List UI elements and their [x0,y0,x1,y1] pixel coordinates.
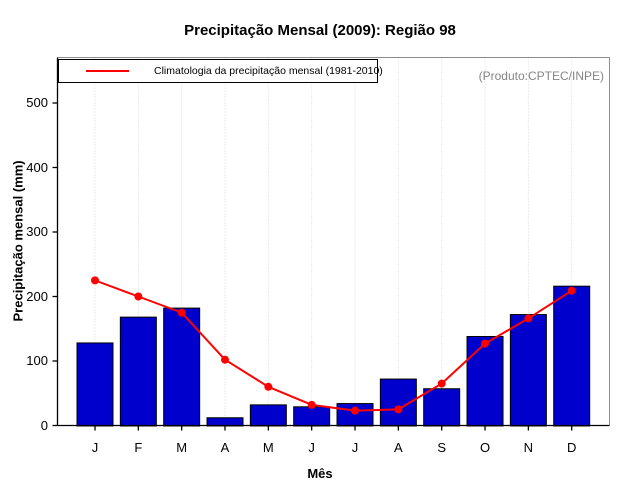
x-axis-title: Mês [307,466,333,481]
bar-month-j5 [293,406,331,427]
climatology-point [437,379,446,388]
x-tick-label: D [566,440,577,455]
x-tick-label: S [437,440,447,455]
x-tick-label: J [308,440,315,455]
y-tick-label: 300 [26,224,48,239]
y-tick-label: 0 [40,417,48,433]
x-tick-label: F [134,440,143,455]
legend-label: Climatologia da precipitação mensal (198… [154,65,383,77]
climatology-point [481,339,490,348]
legend: Climatologia da precipitação mensal (198… [58,59,383,83]
climatology-point [351,406,360,415]
climatology-point [394,405,403,414]
x-tick-label: A [220,440,230,455]
x-tick-label: M [176,440,188,455]
x-tick-label: M [262,440,274,455]
x-tick-label: J [351,440,359,455]
product-note: (Produto:CPTEC/INPE) [478,69,604,83]
legend-line-swatch [86,70,129,72]
x-tick-label: J [91,440,99,455]
climatology-line [94,279,573,412]
bar-month-d11 [553,285,591,427]
climatology-point [221,355,230,364]
y-tick-label: 500 [26,95,48,110]
climatology-point [307,400,316,409]
climatology-point [134,292,143,301]
chart-title: Precipitação Mensal (2009): Região 98 [184,22,456,39]
bar-month-n10 [509,314,547,427]
y-tick-label: 400 [26,159,48,175]
y-tick-label: 100 [26,353,48,368]
bar-month-o9 [466,335,504,427]
x-tick-label: A [394,440,403,455]
climatology-point [177,308,186,317]
bar-month-a3 [206,417,244,427]
climatology-point [264,382,273,391]
bar-month-m4 [249,404,287,427]
bar-month-f1 [119,316,157,427]
bar-month-j0 [76,342,114,427]
x-tick-label: N [523,440,534,455]
x-tick-label: O [479,440,491,455]
climatology-point [567,286,576,295]
bar-month-s8 [423,388,461,427]
climatology-point [524,314,533,323]
climatology-point [91,276,99,285]
y-tick-label: 200 [26,288,48,304]
